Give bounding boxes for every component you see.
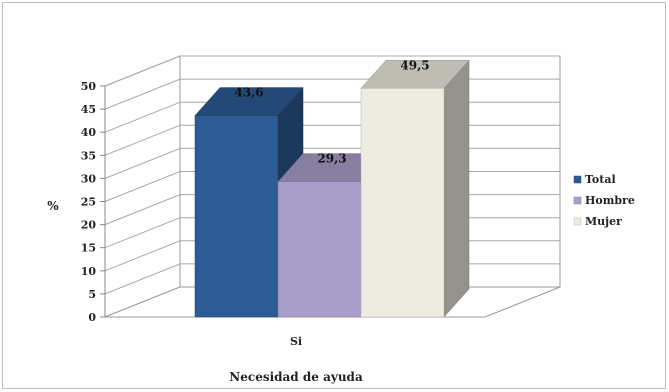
bar-total <box>194 86 304 318</box>
y-tick-label: 50 <box>81 80 97 93</box>
bar-front <box>277 181 362 318</box>
legend-item-mujer: Mujer <box>573 215 622 228</box>
legend: Total Hombre Mujer <box>573 173 635 228</box>
x-category-label: Si <box>290 335 302 348</box>
legend-label: Total <box>585 173 616 186</box>
legend-item-total: Total <box>573 173 616 186</box>
y-axis-ticks: 0 5 10 15 20 25 30 35 40 45 50 <box>81 80 97 324</box>
data-label-total: 43,6 <box>234 86 263 100</box>
bars <box>194 59 470 318</box>
x-axis-label: Necesidad de ayuda <box>229 370 363 384</box>
bar-side <box>443 59 470 318</box>
data-labels: 43,6 29,3 49,5 <box>234 58 429 165</box>
legend-swatch <box>573 175 582 184</box>
y-tick-label: 20 <box>81 219 97 232</box>
y-tick-label: 45 <box>81 103 96 116</box>
legend-item-hombre: Hombre <box>573 194 635 207</box>
legend-swatch <box>573 217 582 226</box>
bar-front <box>194 115 279 318</box>
y-tick-label: 40 <box>81 126 97 139</box>
bar-mujer <box>360 59 470 318</box>
legend-label: Mujer <box>585 215 622 228</box>
y-axis-label: % <box>47 199 59 213</box>
gridline <box>104 55 560 87</box>
data-label-mujer: 49,5 <box>400 58 429 72</box>
y-tick-label: 35 <box>81 149 96 162</box>
data-label-hombre: 29,3 <box>317 152 346 166</box>
legend-swatch <box>573 196 582 205</box>
y-tick-label: 15 <box>81 242 96 255</box>
legend-label: Hombre <box>585 194 635 207</box>
y-tick-label: 5 <box>88 288 96 301</box>
y-tick-label: 25 <box>81 196 96 209</box>
y-tick-label: 0 <box>88 311 96 324</box>
y-tick-label: 10 <box>81 265 97 278</box>
bar-front <box>360 88 445 318</box>
y-tick-label: 30 <box>81 172 97 185</box>
